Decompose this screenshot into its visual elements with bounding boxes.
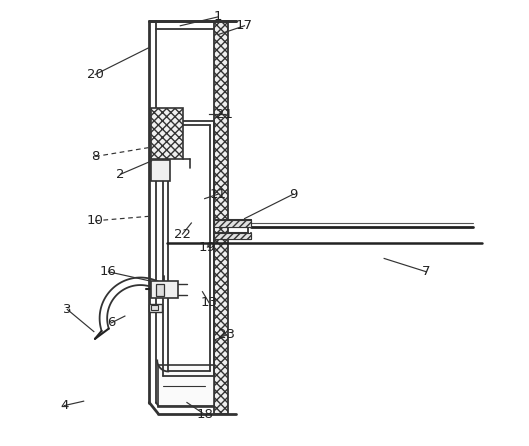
Bar: [151, 281, 178, 298]
Text: 22: 22: [174, 227, 191, 240]
Text: 2: 2: [116, 168, 125, 181]
Text: 1: 1: [214, 10, 222, 23]
Text: 10: 10: [87, 214, 104, 227]
Bar: [214, 220, 251, 227]
Text: 17: 17: [236, 19, 253, 32]
Text: 16: 16: [100, 265, 117, 278]
Text: 3: 3: [63, 303, 71, 316]
Bar: [151, 108, 184, 159]
Text: 11: 11: [209, 188, 226, 201]
Bar: [151, 306, 158, 310]
Text: 6: 6: [107, 316, 116, 329]
Bar: [214, 21, 227, 413]
Text: 18: 18: [196, 408, 213, 421]
Text: 8: 8: [91, 150, 99, 163]
Bar: [149, 304, 162, 312]
Bar: [151, 160, 170, 181]
Bar: [158, 365, 214, 407]
Text: 4: 4: [60, 399, 68, 412]
Text: 23: 23: [218, 328, 235, 341]
Bar: [156, 284, 164, 296]
Bar: [214, 233, 251, 240]
Text: 20: 20: [87, 68, 104, 81]
Text: 13: 13: [200, 296, 217, 309]
Text: 9: 9: [289, 188, 297, 201]
Text: 7: 7: [422, 265, 431, 278]
Text: 21: 21: [216, 108, 233, 121]
Text: 19: 19: [198, 241, 215, 254]
